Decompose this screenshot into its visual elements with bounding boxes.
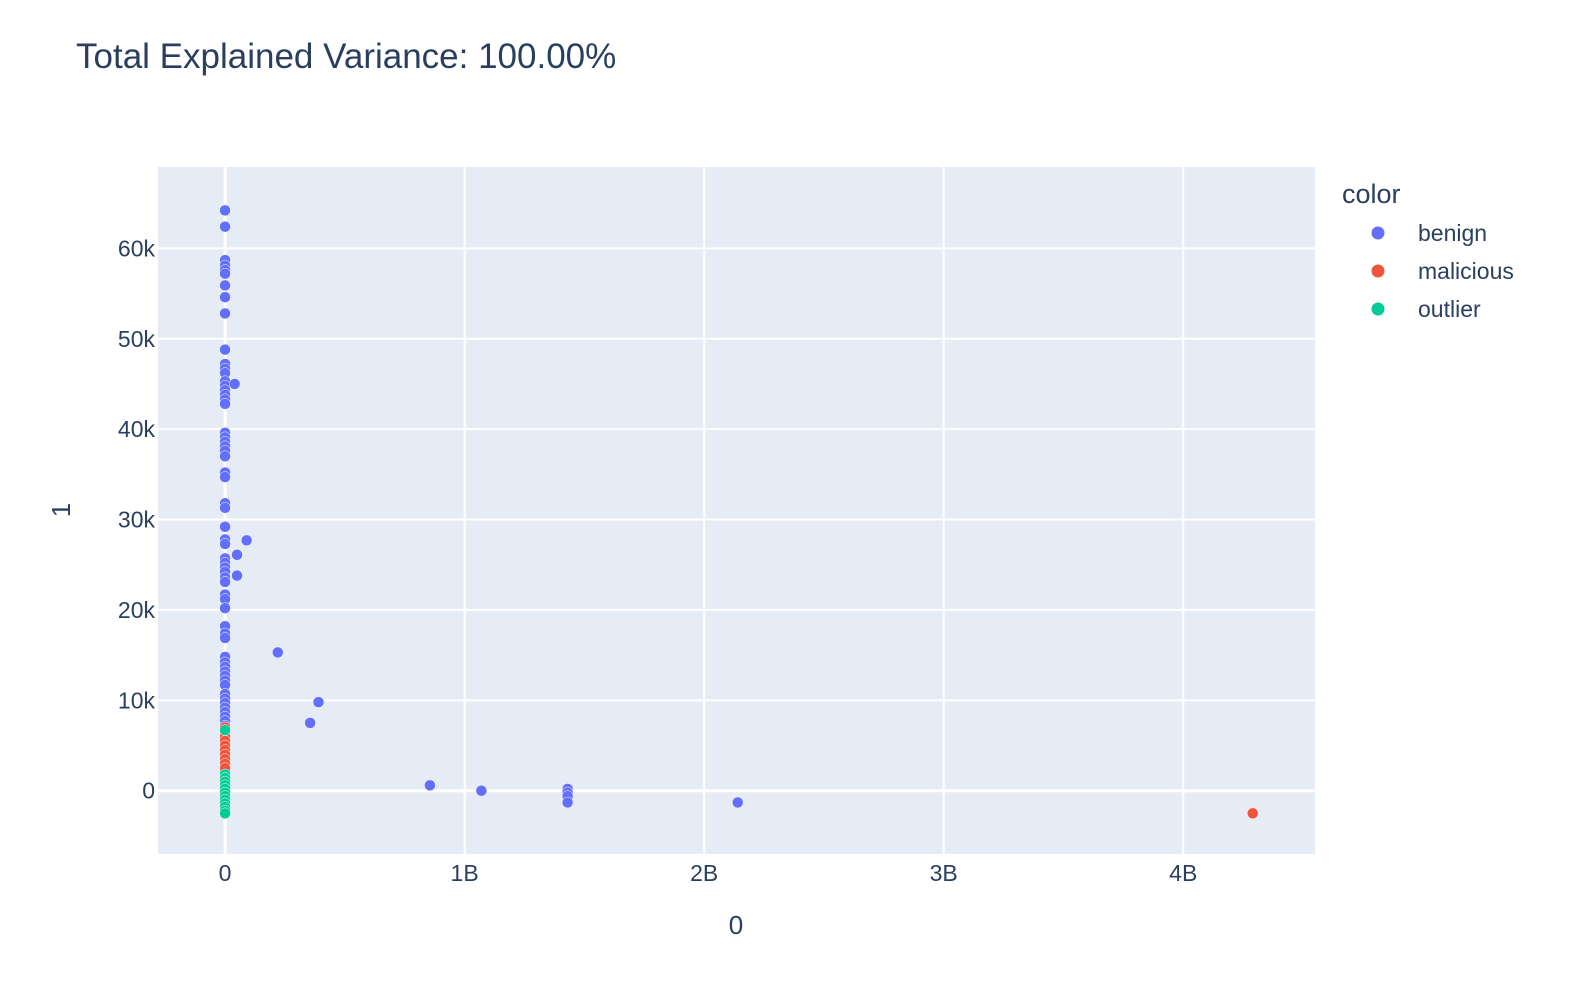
point-benign [219,291,231,303]
y-tick-label: 0 [142,778,155,804]
legend-marker-outlier [1371,302,1385,316]
legend-marker-malicious [1371,264,1385,278]
point-benign [312,696,325,708]
scatter-points [219,204,1259,820]
y-tick-label: 50k [118,326,156,352]
y-tick-label: 60k [118,235,156,261]
y-tick-label: 40k [118,416,156,442]
point-outlier [219,724,231,736]
grid [158,167,1315,854]
point-benign [219,279,231,292]
y-axis-label: 1 [46,503,76,517]
point-outlier [219,807,231,820]
point-malicious [1246,807,1259,820]
point-benign [219,398,231,410]
point-benign [219,576,231,588]
legend-label-malicious: malicious [1418,258,1514,284]
point-benign [219,450,231,463]
point-benign [219,602,231,614]
point-benign [475,784,488,797]
point-benign [731,796,744,809]
x-tick-label: 0 [219,860,232,886]
point-benign [219,343,231,356]
y-tick-label: 10k [118,687,156,713]
x-tick-label: 4B [1169,860,1197,886]
point-benign [219,307,231,320]
point-benign [424,779,436,792]
x-tick-label: 3B [930,860,958,886]
point-benign [228,378,241,390]
x-tick-label: 1B [451,860,479,886]
point-benign [219,471,231,483]
point-benign [240,534,253,547]
x-axis-ticks: 0 1B 2B 3B 4B [219,860,1198,886]
y-axis-ticks: 0 10k 20k 30k 40k 50k 60k [118,235,156,803]
legend-label-outlier: outlier [1418,296,1481,322]
point-benign [219,521,231,533]
point-benign [561,796,574,809]
point-benign [272,646,284,659]
x-axis-label: 0 [729,910,743,940]
point-benign [219,538,231,550]
point-benign [219,267,231,280]
y-tick-label: 20k [118,597,156,623]
legend-title: color [1342,179,1401,209]
point-benign [219,220,231,233]
point-benign [304,717,316,729]
point-benign [219,204,231,217]
legend-label-benign: benign [1418,220,1487,246]
y-tick-label: 30k [118,507,156,533]
legend-marker-benign [1371,226,1385,240]
x-tick-label: 2B [690,860,718,886]
plot-area [158,167,1315,854]
point-benign [231,569,243,582]
point-benign [231,549,243,561]
point-benign [219,632,231,644]
point-benign [219,502,231,514]
chart-title: Total Explained Variance: 100.00% [76,37,616,76]
legend: color benign malicious outlier [1342,179,1514,322]
